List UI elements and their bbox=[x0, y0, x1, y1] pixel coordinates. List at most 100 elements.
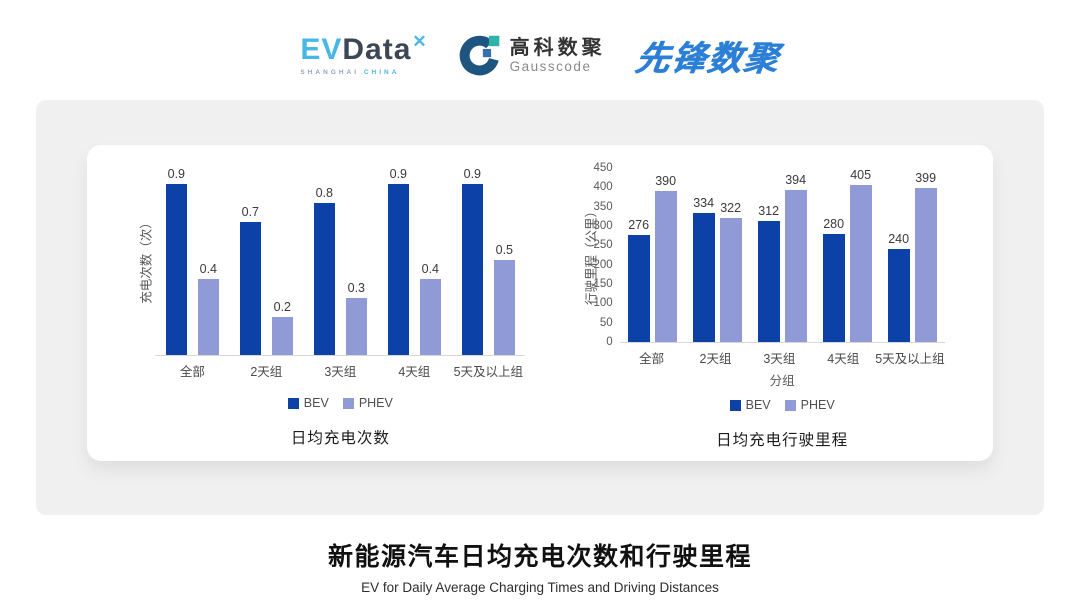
bar-phev bbox=[345, 298, 367, 355]
bar-with-label: 394 bbox=[784, 172, 807, 342]
plot-area: 0.9 0.4 0.7 0.2 0.8 0.3 0.9 0.4 0.9 0.5 bbox=[155, 165, 526, 356]
bar-value-label: 0.9 bbox=[463, 167, 482, 181]
bar-pair: 0.9 0.4 bbox=[165, 167, 219, 355]
bar-phev bbox=[849, 185, 872, 342]
y-tick-label: 300 bbox=[593, 220, 613, 232]
plot-column: 0.9 0.4 0.7 0.2 0.8 0.3 0.9 0.4 0.9 0.5 全部 2天组 3天组 4天… bbox=[155, 165, 526, 448]
y-tick-label: 100 bbox=[593, 297, 613, 310]
legend-swatch bbox=[729, 399, 741, 411]
bar-phev bbox=[197, 279, 219, 355]
caption-title: 新能源汽车日均充电次数和行驶里程 bbox=[327, 543, 752, 571]
legend-item: BEV bbox=[287, 396, 329, 410]
evdata-data-text: Data bbox=[342, 32, 412, 66]
bar-pair: 240 399 bbox=[887, 171, 937, 342]
evdata-tagline-right: CHINA bbox=[363, 68, 400, 76]
bar-group: 280 405 bbox=[815, 168, 880, 342]
bar-group: 0.8 0.3 bbox=[303, 165, 377, 355]
bar-value-label: 0.4 bbox=[199, 262, 218, 276]
bar-bev bbox=[313, 203, 335, 355]
legend-item: PHEV bbox=[342, 396, 393, 410]
evdata-tagline-left: SHANGHAI bbox=[300, 68, 360, 76]
bar-with-label: 399 bbox=[914, 171, 937, 342]
evdata-wordmark: EVData✕ bbox=[300, 32, 426, 66]
y-tick-label: 50 bbox=[599, 316, 613, 329]
y-tick-label: 250 bbox=[593, 239, 613, 252]
legend-label: BEV bbox=[745, 398, 771, 412]
bar-with-label: 0.8 bbox=[313, 186, 335, 355]
bar-pair: 0.9 0.5 bbox=[461, 167, 515, 355]
chart-body: 行驶里程（公里） 0 50 100 150 200 250 300 350 400 450 276 39… bbox=[574, 162, 945, 450]
bar-bev bbox=[757, 221, 780, 342]
bar-bev bbox=[165, 184, 187, 355]
pioneer-data-logo: 先锋数聚 bbox=[632, 39, 782, 78]
y-tick-label: 450 bbox=[593, 162, 613, 174]
category-label: 全部 bbox=[179, 365, 205, 379]
legend-item: BEV bbox=[729, 398, 771, 412]
evdata-logo: EVData✕ SHANGHAI CHINA bbox=[300, 32, 426, 76]
category-label: 3天组 bbox=[763, 352, 796, 366]
bar-bev bbox=[887, 249, 910, 342]
legend-label: BEV bbox=[303, 396, 329, 410]
bar-pair: 334 322 bbox=[692, 196, 742, 342]
bar-value-label: 0.9 bbox=[167, 167, 186, 181]
chart-daily-charging-times: 充电次数（次） 0.9 0.4 0.7 0.2 0.8 0.3 0.9 0.4 0.9 0.5 全部 2… bbox=[135, 165, 526, 448]
charts-row: 充电次数（次） 0.9 0.4 0.7 0.2 0.8 0.3 0.9 0.4 0.9 0.5 全部 2… bbox=[87, 145, 993, 450]
category-label: 3天组 bbox=[324, 365, 357, 379]
legend: BEV PHEV bbox=[620, 398, 945, 412]
bar-with-label: 0.9 bbox=[387, 167, 409, 355]
bar-with-label: 0.9 bbox=[165, 167, 187, 355]
bar-pair: 312 394 bbox=[757, 172, 807, 342]
bar-pair: 0.7 0.2 bbox=[239, 205, 293, 355]
bar-group: 0.9 0.5 bbox=[451, 165, 525, 355]
bar-value-label: 0.4 bbox=[421, 262, 440, 276]
gausscode-text: 高科数聚 Gausscode bbox=[510, 37, 606, 74]
legend-swatch bbox=[342, 397, 354, 409]
bar-group: 240 399 bbox=[880, 168, 945, 342]
gausscode-logo: 高科数聚 Gausscode bbox=[457, 33, 606, 77]
chart-card: 充电次数（次） 0.9 0.4 0.7 0.2 0.8 0.3 0.9 0.4 0.9 0.5 全部 2… bbox=[87, 145, 993, 461]
bar-group: 0.7 0.2 bbox=[229, 165, 303, 355]
bar-phev bbox=[914, 187, 937, 342]
bar-bev bbox=[692, 212, 715, 342]
chart-title: 日均充电次数 bbox=[290, 430, 390, 447]
bar-value-label: 390 bbox=[655, 174, 677, 189]
bar-with-label: 240 bbox=[887, 232, 910, 342]
category-label: 5天及以上组 bbox=[453, 365, 524, 379]
plot-area: 0 50 100 150 200 250 300 350 400 450 276 390 334 322 3… bbox=[593, 162, 945, 348]
bar-with-label: 280 bbox=[822, 217, 845, 342]
category-label: 5天及以上组 bbox=[875, 352, 945, 366]
bar-value-label: 0.2 bbox=[273, 300, 292, 314]
bar-with-label: 0.7 bbox=[239, 205, 261, 355]
legend: BEV PHEV bbox=[155, 396, 525, 410]
category-label: 2天组 bbox=[250, 365, 283, 379]
bar-bev bbox=[822, 233, 845, 342]
category-label: 全部 bbox=[639, 352, 665, 366]
bar-phev bbox=[654, 191, 677, 342]
bar-pair: 0.9 0.4 bbox=[387, 167, 441, 355]
bar-value-label: 0.7 bbox=[241, 205, 260, 219]
bar-bev bbox=[627, 235, 650, 342]
bar-value-label: 312 bbox=[758, 204, 780, 219]
legend-item: PHEV bbox=[784, 398, 835, 412]
y-tick-label: 200 bbox=[593, 258, 613, 271]
bar-with-label: 405 bbox=[849, 168, 872, 342]
caption-subtitle: EV for Daily Average Charging Times and … bbox=[361, 580, 719, 595]
category-labels: 全部 2天组 3天组 4天组 5天及以上组 bbox=[155, 361, 525, 380]
legend-label: PHEV bbox=[358, 396, 393, 410]
bar-with-label: 0.3 bbox=[345, 281, 367, 355]
bar-group: 334 322 bbox=[685, 168, 750, 342]
category-label: 4天组 bbox=[827, 352, 860, 366]
bar-bev bbox=[461, 184, 483, 355]
bar-with-label: 322 bbox=[719, 201, 742, 342]
bar-pair: 0.8 0.3 bbox=[313, 186, 367, 355]
chart-daily-driving-distance: 行驶里程（公里） 0 50 100 150 200 250 300 350 400 450 276 39… bbox=[574, 162, 945, 450]
bar-pair: 276 390 bbox=[627, 174, 677, 342]
category-label: 4天组 bbox=[398, 365, 431, 379]
gausscode-cn-name: 高科数聚 bbox=[509, 36, 606, 59]
legend-swatch bbox=[784, 399, 796, 411]
bar-value-label: 394 bbox=[785, 172, 807, 187]
bar-phev bbox=[493, 260, 515, 355]
y-tick-label: 400 bbox=[593, 181, 613, 194]
bar-with-label: 0.2 bbox=[271, 300, 293, 355]
